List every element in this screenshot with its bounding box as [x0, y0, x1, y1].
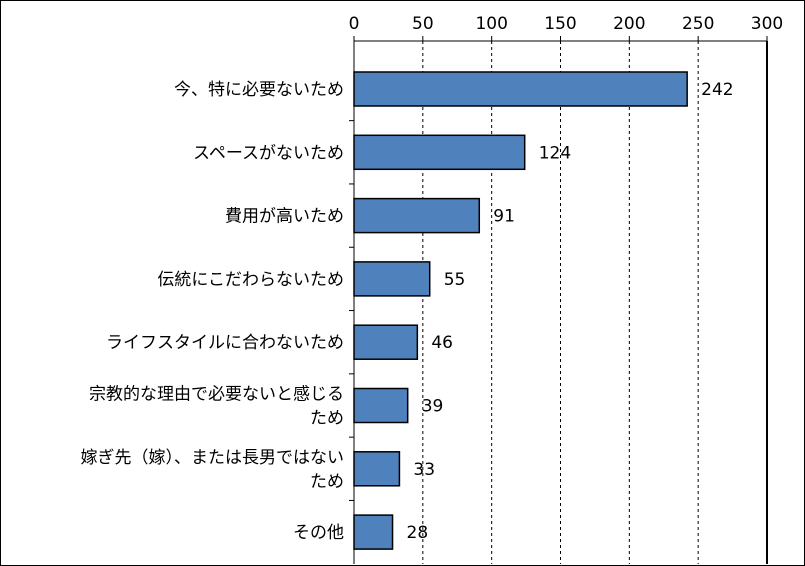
x-tick-label: 100 — [475, 14, 507, 34]
category-label: 嫁ぎ先（嫁）、または長男ではない — [81, 448, 345, 468]
data-label: 242 — [701, 80, 733, 100]
x-tick-label: 50 — [412, 14, 434, 34]
bar — [353, 197, 481, 234]
bar — [353, 134, 526, 171]
data-label: 46 — [431, 333, 453, 353]
x-tick-label: 150 — [544, 14, 576, 34]
axis-layer — [349, 36, 768, 564]
category-label: ライフスタイルに合わないため — [106, 333, 344, 353]
bar-layer — [353, 71, 688, 550]
category-label: ため — [310, 472, 344, 492]
data-label: 33 — [413, 460, 435, 480]
data-label: 124 — [539, 143, 571, 163]
grid-layer — [422, 41, 699, 564]
bar — [353, 261, 431, 297]
bar — [353, 451, 401, 487]
category-label: 宗教的な理由で必要ないと感じる — [89, 385, 344, 405]
label-layer: 0 50 100 150 200 250 300 242 今、特に必要ないため 124 スペースがな… — [81, 14, 784, 543]
category-label: ため — [310, 409, 344, 429]
category-label: 今、特に必要ないため — [174, 80, 344, 100]
bar — [353, 514, 394, 550]
data-label: 55 — [444, 270, 466, 290]
bar — [353, 387, 409, 424]
x-tick-label: 0 — [349, 14, 360, 34]
x-tick-label: 250 — [682, 14, 714, 34]
category-label: 費用が高いため — [225, 207, 344, 227]
data-label: 28 — [407, 523, 429, 543]
data-label: 39 — [422, 397, 444, 417]
x-tick-label: 300 — [751, 14, 783, 34]
category-label: その他 — [293, 523, 344, 543]
bar — [353, 324, 419, 360]
x-tick-label: 200 — [613, 14, 645, 34]
data-label: 91 — [493, 207, 515, 227]
bar — [353, 71, 688, 107]
category-label: 伝統にこだわらないため — [157, 270, 344, 290]
category-label: スペースがないため — [193, 143, 344, 163]
